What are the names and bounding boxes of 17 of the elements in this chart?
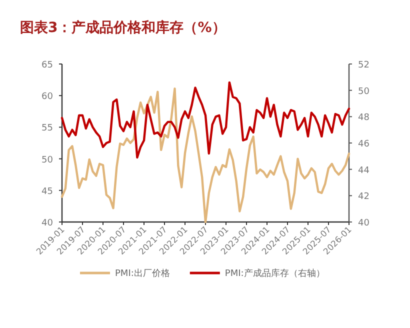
legend-label: PMI:产成品库存（右轴） <box>224 268 325 279</box>
chart-title: 图表3：产成品价格和库存（%） <box>20 19 226 36</box>
y2-tick-label: 40 <box>358 218 370 228</box>
y-tick-label: 65 <box>42 60 53 70</box>
y-tick-label: 60 <box>42 92 54 102</box>
y-tick-label: 50 <box>42 155 54 166</box>
y2-tick-label: 42 <box>358 192 370 202</box>
y-tick-label: 55 <box>42 124 53 134</box>
legend-label: PMI:出厂价格 <box>115 268 170 279</box>
y2-tick-label: 48 <box>358 113 370 124</box>
y2-tick-label: 44 <box>358 166 370 176</box>
y2-tick-label: 46 <box>358 140 370 150</box>
y2-tick-label: 52 <box>358 60 370 70</box>
y-tick-label: 45 <box>42 186 53 197</box>
y2-tick-label: 50 <box>358 86 370 97</box>
y-tick-label: 40 <box>42 218 54 228</box>
line-series <box>60 81 350 159</box>
